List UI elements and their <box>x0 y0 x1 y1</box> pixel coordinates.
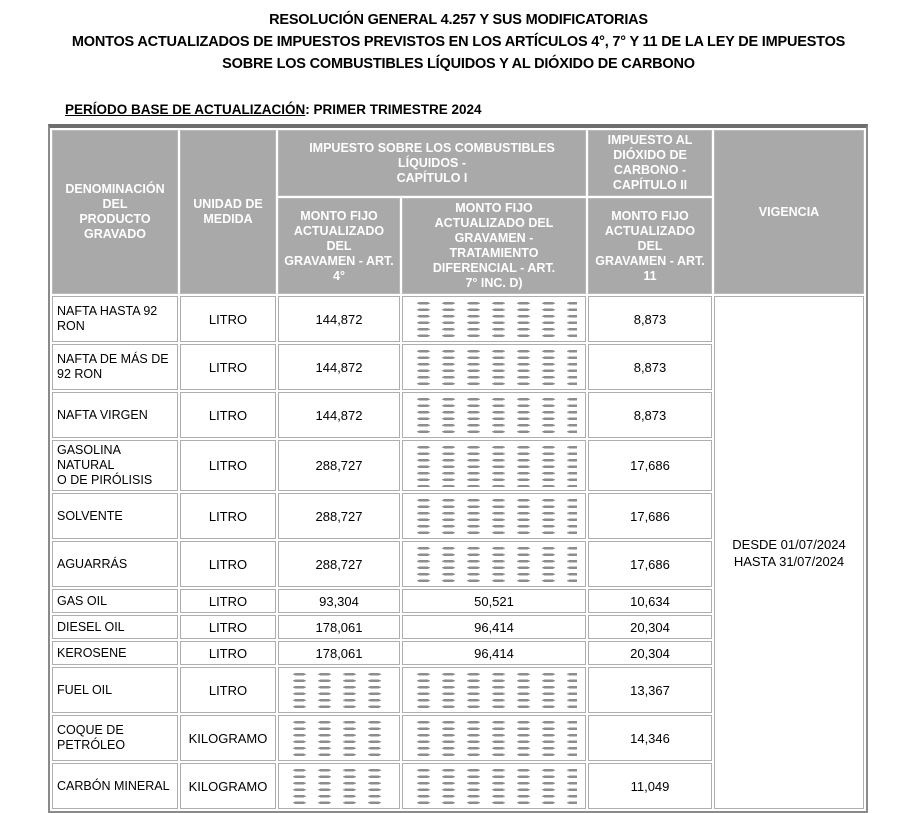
table-row: NAFTA VIRGEN LITRO 144,872 8,873 <box>52 392 864 438</box>
amount-art11-cell: 11,049 <box>588 763 712 809</box>
product-cell: SOLVENTE <box>52 493 178 539</box>
hatch-pattern-cell <box>402 763 586 809</box>
amount-art11-cell: 8,873 <box>588 296 712 342</box>
hatch-pattern-cell <box>278 667 400 713</box>
unit-cell: LITRO <box>180 296 276 342</box>
group-header-co2-tax: IMPUESTO AL DIÓXIDO DE CARBONO - CAPÍTUL… <box>588 130 712 196</box>
product-cell: NAFTA VIRGEN <box>52 392 178 438</box>
hatch-pattern-cell <box>402 667 586 713</box>
amount-art11-cell: 8,873 <box>588 392 712 438</box>
product-cell: NAFTA DE MÁS DE 92 RON <box>52 344 178 390</box>
table-row: GAS OIL LITRO 93,304 50,521 10,634 <box>52 589 864 613</box>
tax-amounts-table: DENOMINACIÓN DEL PRODUCTO GRAVADO UNIDAD… <box>48 124 868 813</box>
product-cell: NAFTA HASTA 92 RON <box>52 296 178 342</box>
unit-cell: LITRO <box>180 667 276 713</box>
unit-cell: LITRO <box>180 344 276 390</box>
product-cell: COQUE DE PETRÓLEO <box>52 715 178 761</box>
amount-art4-cell: 178,061 <box>278 615 400 639</box>
table-body: NAFTA HASTA 92 RON LITRO 144,872 8,873 DESDE… <box>52 296 864 809</box>
title-line-1: RESOLUCIÓN GENERAL 4.257 Y SUS MODIFICAT… <box>269 12 648 28</box>
col-header-unit: UNIDAD DE MEDIDA <box>180 130 276 294</box>
amount-art4-cell: 288,727 <box>278 493 400 539</box>
table-row: NAFTA HASTA 92 RON LITRO 144,872 8,873 DESDE… <box>52 296 864 809</box>
title-line-3: SOBRE LOS COMBUSTIBLES LÍQUIDOS Y AL DIÓ… <box>222 56 695 72</box>
col-header-product: DENOMINACIÓN DEL PRODUCTO GRAVADO <box>52 130 178 294</box>
amount-art11-cell: 20,304 <box>588 641 712 665</box>
amount-art11-cell: 17,686 <box>588 493 712 539</box>
amount-art7-cell: 96,414 <box>402 615 586 639</box>
col-header-art7: MONTO FIJO ACTUALIZADO DEL GRAVAMEN - TR… <box>402 198 586 294</box>
period-value: : PRIMER TRIMESTRE 2024 <box>305 102 482 117</box>
hatch-pattern-cell <box>402 344 586 390</box>
title-line-2: MONTOS ACTUALIZADOS DE IMPUESTOS PREVIST… <box>71 34 846 50</box>
amount-art4-cell: 178,061 <box>278 641 400 665</box>
col-header-art11: MONTO FIJO ACTUALIZADO DEL GRAVAMEN - AR… <box>588 198 712 294</box>
table-row: SOLVENTE LITRO 288,727 17,686 <box>52 493 864 539</box>
header-row-groups: DENOMINACIÓN DEL PRODUCTO GRAVADO UNIDAD… <box>52 130 864 294</box>
amount-art4-cell: 288,727 <box>278 541 400 587</box>
hatch-pattern-cell <box>278 715 400 761</box>
unit-cell: LITRO <box>180 493 276 539</box>
amount-art4-cell: 144,872 <box>278 392 400 438</box>
amount-art4-cell: 144,872 <box>278 296 400 342</box>
product-cell: GASOLINA NATURAL O DE PIRÓLISIS <box>52 440 178 491</box>
product-cell: KEROSENE <box>52 641 178 665</box>
header-row-subcolumns: MONTO FIJO ACTUALIZADO DEL GRAVAMEN - AR… <box>52 198 864 294</box>
amount-art7-cell: 96,414 <box>402 641 586 665</box>
product-cell: FUEL OIL <box>52 667 178 713</box>
table-row: KEROSENE LITRO 178,061 96,414 20,304 <box>52 641 864 665</box>
group-header-fuel-tax: IMPUESTO SOBRE LOS COMBUSTIBLES LÍQUIDOS… <box>278 130 586 196</box>
unit-cell: LITRO <box>180 440 276 491</box>
hatch-pattern-cell <box>402 493 586 539</box>
product-cell: CARBÓN MINERAL <box>52 763 178 809</box>
product-cell: DIESEL OIL <box>52 615 178 639</box>
col-header-vigencia: VIGENCIA <box>714 130 864 294</box>
amount-art11-cell: 20,304 <box>588 615 712 639</box>
document-title: RESOLUCIÓN GENERAL 4.257 Y SUS MODIFICAT… <box>0 9 917 75</box>
amount-art11-cell: 17,686 <box>588 440 712 491</box>
amount-art7-cell: 50,521 <box>402 589 586 613</box>
document: RESOLUCIÓN GENERAL 4.257 Y SUS MODIFICAT… <box>0 9 917 813</box>
table-row: GASOLINA NATURAL O DE PIRÓLISIS LITRO 288,… <box>52 440 864 491</box>
unit-cell: KILOGRAMO <box>180 715 276 761</box>
amount-art11-cell: 13,367 <box>588 667 712 713</box>
unit-cell: LITRO <box>180 392 276 438</box>
table-row: AGUARRÁS LITRO 288,727 17,686 <box>52 541 864 587</box>
unit-cell: LITRO <box>180 615 276 639</box>
unit-cell: LITRO <box>180 589 276 613</box>
hatch-pattern-cell <box>402 541 586 587</box>
col-header-art4: MONTO FIJO ACTUALIZADO DEL GRAVAMEN - AR… <box>278 198 400 294</box>
unit-cell: LITRO <box>180 541 276 587</box>
amount-art11-cell: 17,686 <box>588 541 712 587</box>
amount-art11-cell: 8,873 <box>588 344 712 390</box>
period-label: PERÍODO BASE DE ACTUALIZACIÓN <box>65 102 306 117</box>
amount-art11-cell: 14,346 <box>588 715 712 761</box>
vigencia-cell: DESDE 01/07/2024 HASTA 31/07/2024 <box>714 296 864 809</box>
product-cell: AGUARRÁS <box>52 541 178 587</box>
product-cell: GAS OIL <box>52 589 178 613</box>
hatch-pattern-cell <box>402 440 586 491</box>
hatch-pattern-cell <box>402 715 586 761</box>
table-row: DIESEL OIL LITRO 178,061 96,414 20,304 <box>52 615 864 639</box>
amount-art4-cell: 93,304 <box>278 589 400 613</box>
table-row: COQUE DE PETRÓLEO KILOGRAMO 14,346 <box>52 715 864 761</box>
table-row: FUEL OIL LITRO 13,367 <box>52 667 864 713</box>
period-base-line: PERÍODO BASE DE ACTUALIZACIÓN: PRIMER TR… <box>65 102 917 117</box>
hatch-pattern-cell <box>278 763 400 809</box>
amount-art11-cell: 10,634 <box>588 589 712 613</box>
unit-cell: LITRO <box>180 641 276 665</box>
amount-art4-cell: 288,727 <box>278 440 400 491</box>
unit-cell: KILOGRAMO <box>180 763 276 809</box>
table-row: NAFTA DE MÁS DE 92 RON LITRO 144,872 8,873 <box>52 344 864 390</box>
amount-art4-cell: 144,872 <box>278 344 400 390</box>
hatch-pattern-cell <box>402 296 586 342</box>
hatch-pattern-cell <box>402 392 586 438</box>
